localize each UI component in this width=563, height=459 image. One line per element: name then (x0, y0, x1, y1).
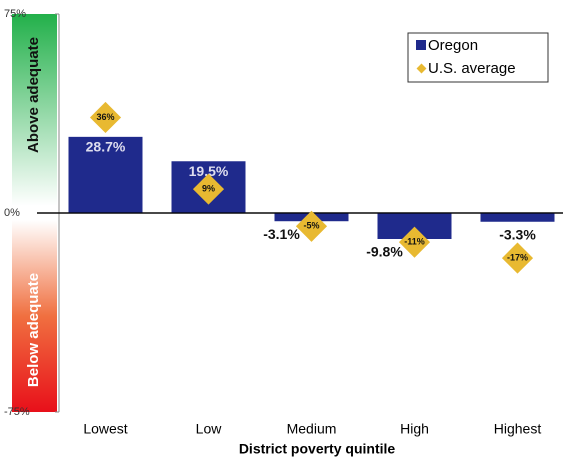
bar (68, 136, 143, 213)
x-tick-label: High (400, 421, 429, 437)
value-label: -3.1% (263, 226, 300, 242)
marker-label: -11% (404, 237, 425, 247)
legend-label: Oregon (428, 37, 478, 54)
diamond-marker (295, 210, 328, 242)
diamond-marker (501, 242, 534, 274)
legend-box (407, 32, 549, 83)
above-band (12, 14, 57, 206)
x-tick-label: Low (196, 421, 223, 437)
annotation: Below adequate (25, 273, 42, 387)
marker-label: -5% (303, 221, 319, 231)
value-label: -3.3% (499, 226, 536, 242)
y-tick-label: 75% (4, 8, 26, 20)
y-tick-label: 0% (4, 207, 20, 219)
annotation: Above adequate (25, 37, 42, 153)
x-tick-label: Medium (287, 421, 337, 437)
marker-label: 36% (96, 112, 114, 122)
x-tick-label: Lowest (83, 421, 127, 437)
y-tick-label: -75% (4, 406, 30, 418)
diamond-marker (89, 101, 122, 134)
bar (480, 213, 555, 222)
below-band (12, 220, 57, 412)
marker-label: 9% (202, 183, 215, 193)
legend: Oregon U.S. average (407, 32, 549, 83)
diamond-marker (398, 226, 431, 258)
legend-label: U.S. average (428, 60, 516, 77)
legend-swatch (416, 40, 426, 50)
value-label: 19.5% (189, 163, 229, 179)
value-label: 28.7% (86, 139, 126, 155)
x-tick-label: Highest (494, 421, 542, 437)
value-label: -9.8% (366, 244, 403, 260)
diamond-marker (192, 173, 225, 205)
marker-label: -17% (507, 252, 528, 262)
x-axis-title: District poverty quintile (239, 441, 396, 457)
